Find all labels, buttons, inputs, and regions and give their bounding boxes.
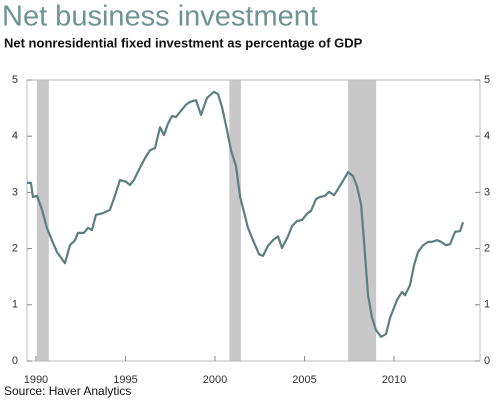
x-tick-label: 2000 — [203, 374, 227, 386]
chart-subtitle: Net nonresidential fixed investment as p… — [4, 35, 363, 50]
x-tick-label: 2005 — [292, 374, 316, 386]
x-tick-label: 1995 — [113, 374, 137, 386]
recession-band — [229, 80, 241, 361]
y-tick-label: 3 — [12, 186, 18, 198]
plot-area: 0 0 1 1 2 2 3 3 4 4 5 5 1990 1995 2000 2005 2010 — [12, 74, 490, 386]
y-tick-label: 1 — [12, 299, 18, 311]
y-tick-label: 5 — [12, 74, 18, 86]
x-tick-label: 2010 — [382, 374, 406, 386]
y2-tick-label: 5 — [484, 74, 490, 86]
y-tick-label: 4 — [12, 130, 18, 142]
y-tick-label: 0 — [12, 355, 18, 367]
plot-frame — [26, 79, 481, 362]
data-line — [27, 90, 465, 338]
recession-band — [36, 80, 49, 361]
y2-tick-label: 0 — [484, 355, 490, 367]
x-tick-label: 1990 — [24, 374, 48, 386]
y2-tick-label: 4 — [484, 130, 490, 142]
chart-title: Net business investment — [2, 1, 318, 33]
y2-tick-label: 2 — [484, 243, 490, 255]
y-tick-label: 2 — [12, 243, 18, 255]
y2-tick-label: 1 — [484, 299, 490, 311]
y2-tick-label: 3 — [484, 186, 490, 198]
source-note: Source: Haver Analytics — [4, 384, 131, 398]
